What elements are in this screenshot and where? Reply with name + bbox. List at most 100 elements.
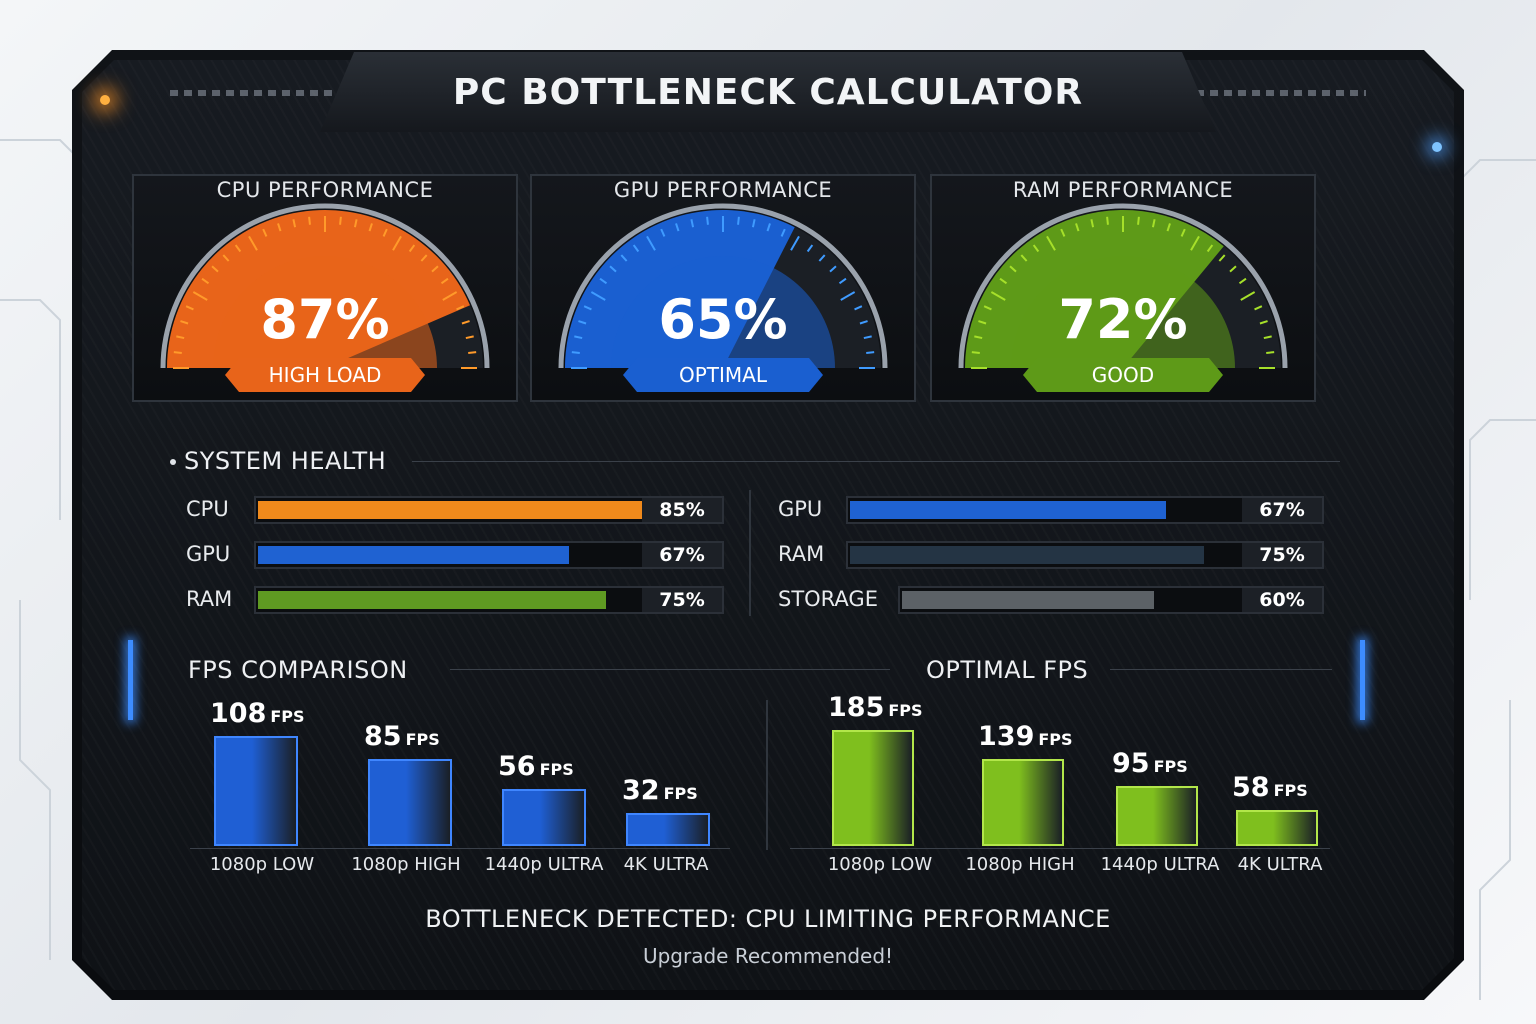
optimal_fps-bar-0 [832, 730, 914, 846]
upgrade-recommendation: Upgrade Recommended! [642, 944, 894, 968]
gauge-tick [1046, 235, 1056, 251]
health-bar-value: 75% [1242, 543, 1322, 567]
fps-title-divider-right [1110, 669, 1332, 670]
gauge-tick [408, 244, 416, 253]
title-accent-right [1196, 90, 1366, 96]
gauge-tick [1020, 254, 1028, 262]
gauge-tick [780, 228, 786, 237]
optimal_fps-bar-3 [1236, 810, 1318, 846]
optimal_fps-value-unit: FPS [1153, 757, 1188, 776]
gauge-tick [583, 305, 592, 311]
gauge-dial [558, 203, 888, 369]
gauge-tick [211, 265, 219, 273]
gauge-tick [1190, 235, 1200, 251]
optimal_fps-value-0: 185 FPS [828, 692, 923, 723]
health-bar-value: 67% [1242, 498, 1322, 522]
fps-comparison-title: FPS COMPARISON [188, 656, 408, 684]
health-bar-value: 60% [1242, 588, 1322, 612]
gauge-tick [248, 235, 258, 251]
optimal_fps-bar-1 [982, 759, 1064, 846]
gauge-tick [675, 223, 680, 232]
gauge-dial [160, 203, 490, 369]
gauge-tick [1240, 291, 1256, 301]
gauge-tick [1259, 320, 1268, 325]
gauge-tick [571, 351, 580, 354]
fps_comparison-category-3: 4K ULTRA [623, 854, 709, 875]
gauge-tick [978, 320, 987, 325]
fps_comparison-value-unit: FPS [405, 730, 440, 749]
gauge-panel-0: CPU PERFORMANCE 87% HIGH LOAD [132, 174, 518, 402]
gauge-rim [958, 203, 1288, 369]
fps-column-divider [766, 700, 768, 850]
gauge-tick [339, 216, 342, 225]
optimal_fps-category-3: 4K ULTRA [1237, 854, 1323, 875]
gauge-tick [465, 335, 474, 340]
gauge-tick [1060, 228, 1066, 237]
gauge-tick [1206, 244, 1214, 253]
gauge-tick [999, 277, 1008, 285]
optimal_fps-value-unit: FPS [888, 701, 923, 720]
gauge-rim [160, 203, 490, 369]
optimal_fps-value-number: 185 [828, 692, 885, 723]
gauge-tick [222, 254, 230, 262]
gauge-hub [1011, 256, 1235, 368]
health-label-right-storage: STORAGE [778, 587, 878, 611]
health-bar-fill [850, 546, 1204, 564]
health-label-right-gpu: GPU [778, 497, 823, 521]
gauge-tick [1075, 223, 1080, 232]
health-bar-value: 75% [642, 588, 722, 612]
gauge-status-badge: HIGH LOAD [225, 358, 425, 392]
gauge-tick [866, 351, 875, 354]
gauge-tick [201, 277, 210, 285]
fps_comparison-value-number: 56 [498, 751, 536, 782]
gauge-tick [1032, 244, 1040, 253]
health-bar-left-ram: 75% [254, 586, 724, 614]
gauge-status-badge: GOOD [1023, 358, 1223, 392]
fps_comparison-bar-1 [368, 759, 452, 846]
gauge-tick [737, 216, 740, 225]
gauge-tick [185, 305, 194, 311]
gauge-tick [1009, 265, 1017, 273]
gauge-tick [461, 320, 470, 325]
health-bar-fill [902, 591, 1154, 609]
health-bar-value: 85% [642, 498, 722, 522]
fps_comparison-value-unit: FPS [663, 784, 698, 803]
fps_comparison-value-number: 108 [210, 698, 267, 729]
gauge-tick [420, 254, 428, 262]
fps_comparison-bar-3 [626, 813, 710, 846]
optimal_fps-value-3: 58 FPS [1232, 772, 1308, 803]
gauge-hub [611, 256, 835, 368]
gauge-tick [599, 277, 608, 285]
gauge-tick [392, 235, 402, 251]
side-glow-right [1360, 640, 1365, 720]
gauge-tick [1229, 265, 1237, 273]
gauge-tick [766, 223, 771, 232]
system-health-title: SYSTEM HEALTH [184, 447, 387, 475]
optimal_fps-category-2: 1440p ULTRA [1100, 854, 1220, 875]
health-label-left-cpu: CPU [186, 497, 229, 521]
gauge-tick [1090, 219, 1095, 228]
health-bar-left-cpu: 85% [254, 496, 724, 524]
gauge-tick [192, 291, 208, 301]
gauge-rim [558, 203, 888, 369]
bottleneck-banner: BOTTLENECK DETECTED: CPU LIMITING PERFOR… [425, 905, 1111, 933]
health-label-left-gpu: GPU [186, 542, 231, 566]
gauge-value: 65% [658, 288, 788, 351]
side-glow-left [128, 640, 133, 720]
gauge-tick [1106, 216, 1109, 225]
fps-baseline-left [190, 848, 730, 849]
gauge-tick [468, 351, 477, 354]
gauge-tick [646, 235, 656, 251]
gauge-tick [368, 223, 373, 232]
health-label-left-ram: RAM [186, 587, 233, 611]
gauge-label: GPU PERFORMANCE [613, 178, 833, 202]
gauge-tick [180, 320, 189, 325]
gauge-value: 72% [1058, 288, 1188, 351]
gauge-tick [1266, 351, 1275, 354]
optimal_fps-value-number: 58 [1232, 772, 1270, 803]
app-title: PC BOTTLENECK CALCULATOR [452, 71, 1084, 113]
title-bar: PC BOTTLENECK CALCULATOR [320, 52, 1216, 132]
gauge-tick [1166, 223, 1171, 232]
fps_comparison-bar-2 [502, 789, 586, 846]
gauge-tick [1263, 335, 1272, 340]
